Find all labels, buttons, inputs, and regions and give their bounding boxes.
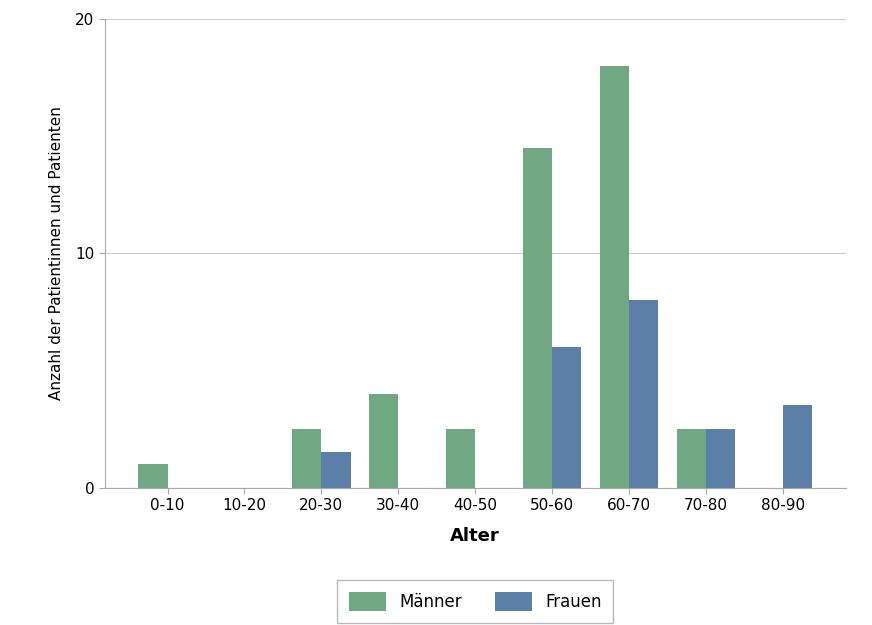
Bar	[292, 429, 322, 488]
Legend: Männer, Frauen: Männer, Frauen	[337, 580, 613, 622]
Bar	[322, 452, 351, 488]
Bar	[552, 347, 582, 488]
Bar	[139, 464, 167, 488]
X-axis label: Alter: Alter	[450, 527, 501, 545]
Bar	[706, 429, 735, 488]
Bar	[446, 429, 475, 488]
Bar	[523, 148, 552, 488]
Bar	[783, 406, 812, 488]
Bar	[600, 66, 629, 488]
Bar	[369, 394, 399, 488]
Bar	[677, 429, 706, 488]
Y-axis label: Anzahl der Patientinnen und Patienten: Anzahl der Patientinnen und Patienten	[49, 106, 64, 400]
Bar	[629, 300, 658, 488]
